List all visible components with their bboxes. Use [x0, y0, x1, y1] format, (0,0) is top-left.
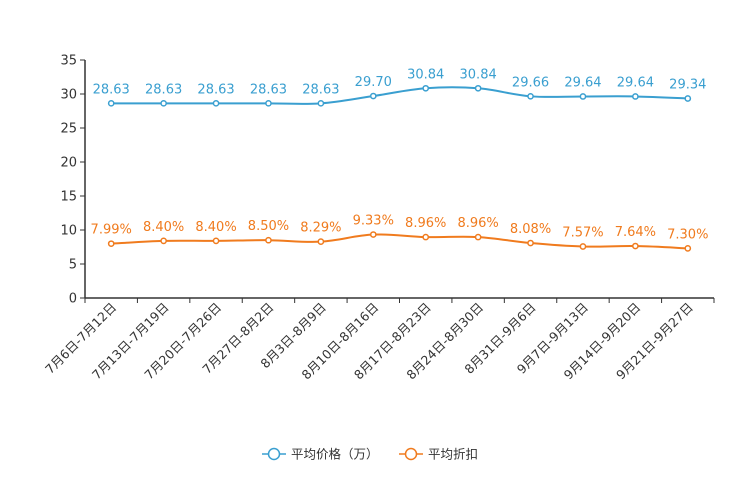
- data-point: [107, 240, 115, 248]
- data-label: 8.40%: [143, 220, 184, 235]
- y-tick-label: 5: [69, 258, 77, 273]
- data-point: [369, 92, 377, 100]
- data-point: [527, 92, 534, 100]
- data-point: [632, 93, 639, 100]
- legend-marker: [267, 447, 281, 461]
- data-point: [579, 93, 587, 100]
- y-tick-label: 10: [60, 224, 77, 239]
- series-line: [111, 233, 688, 250]
- data-point: [160, 237, 167, 245]
- data-point: [422, 84, 430, 92]
- y-tick-label: 30: [60, 88, 77, 103]
- data-label: 30.84: [407, 67, 444, 82]
- data-point: [422, 233, 430, 241]
- data-point: [107, 99, 115, 107]
- data-point: [684, 95, 692, 102]
- data-label: 29.70: [355, 75, 392, 90]
- data-label: 28.63: [93, 82, 130, 97]
- data-label: 7.64%: [615, 225, 656, 240]
- data-label: 8.29%: [300, 221, 341, 236]
- data-label: 30.84: [460, 67, 497, 82]
- data-point: [684, 245, 692, 252]
- data-point: [317, 238, 325, 245]
- data-label: 29.64: [564, 75, 601, 90]
- data-point: [474, 233, 482, 241]
- data-point: [317, 99, 325, 107]
- data-point: [632, 242, 639, 250]
- data-point: [369, 231, 377, 238]
- y-tick-label: 0: [69, 292, 77, 307]
- data-point: [265, 236, 272, 244]
- legend-label: 平均折扣: [428, 447, 478, 462]
- data-label: 29.34: [669, 77, 706, 92]
- data-point: [212, 237, 220, 245]
- data-label: 7.57%: [562, 226, 603, 241]
- legend-marker: [404, 447, 418, 461]
- y-tick-label: 35: [60, 54, 77, 69]
- y-tick-label: 15: [60, 190, 77, 205]
- data-label: 9.33%: [353, 214, 394, 229]
- data-point: [579, 243, 587, 250]
- data-label: 28.63: [197, 82, 234, 97]
- data-label: 7.99%: [91, 223, 132, 238]
- data-label: 29.66: [512, 75, 549, 90]
- data-point: [160, 99, 167, 107]
- data-label: 28.63: [250, 82, 287, 97]
- y-tick-label: 25: [60, 122, 77, 137]
- data-label: 8.50%: [248, 219, 289, 234]
- series-line: [111, 86, 688, 105]
- data-point: [212, 99, 220, 107]
- data-label: 28.63: [145, 82, 182, 97]
- data-label: 8.96%: [457, 216, 498, 231]
- data-label: 28.63: [302, 82, 339, 97]
- data-label: 7.30%: [667, 227, 708, 242]
- data-label: 8.40%: [195, 220, 236, 235]
- data-point: [265, 99, 272, 107]
- legend-label: 平均价格（万）: [291, 447, 379, 462]
- data-label: 29.64: [617, 75, 654, 90]
- data-label: 8.96%: [405, 216, 446, 231]
- data-point: [474, 84, 482, 92]
- data-label: 8.08%: [510, 222, 551, 237]
- y-tick-label: 20: [60, 156, 77, 171]
- data-point: [527, 239, 534, 247]
